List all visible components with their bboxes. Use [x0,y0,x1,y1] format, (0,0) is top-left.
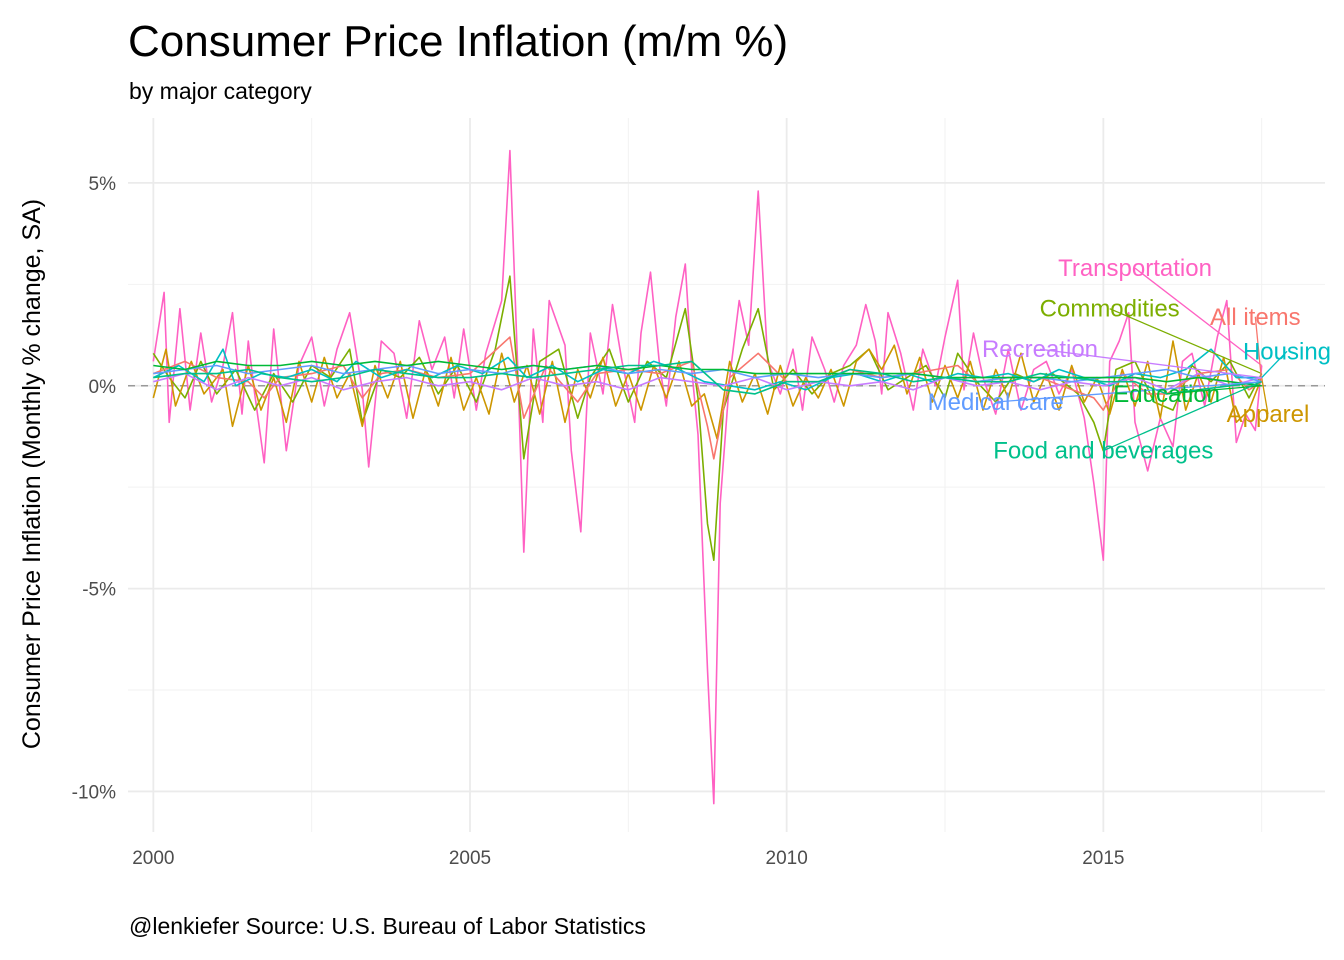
label-leader-apparel [1261,377,1269,415]
series-label-all-items: All items [1210,304,1301,331]
label-leader-recreation [1039,348,1262,379]
x-tick-label: 2015 [1082,848,1124,869]
series-label-commodities: Commodities [1040,296,1180,323]
label-leader-food-and-beverages [1103,381,1262,452]
series-label-education: Education [1113,381,1220,408]
x-tick-label: 2005 [449,848,491,869]
chart-title: Consumer Price Inflation (m/m %) [128,17,788,66]
y-tick-label: -5% [82,580,116,601]
series-label-medical-care: Medical care [928,389,1064,416]
label-leader-transportation [1134,267,1263,366]
series-label-transportation: Transportation [1058,255,1212,282]
axis-ticks: 2000 2005 2010 2015 5% 0% -5% -10% [72,174,1125,869]
series-line-food-and-beverages [153,360,1262,395]
x-tick-label: 2010 [766,848,808,869]
series-label-food-and-beverages: Food and beverages [993,438,1213,465]
chart-subtitle: by major category [129,78,312,104]
label-leader-commodities [1109,308,1262,375]
grid [128,118,1325,832]
series-line-apparel [152,340,1263,440]
series-lines [152,149,1263,805]
series-line-transportation [152,149,1263,805]
y-axis-label: Consumer Price Inflation (Monthly % chan… [18,199,46,749]
series-labels: Transportation Commodities Apparel All item… [928,255,1331,465]
series-line-recreation [153,372,1262,391]
label-leader-medical-care [995,381,1262,403]
y-tick-label: -10% [72,782,116,803]
series-label-recreation: Recreation [982,336,1098,363]
label-leader-all-items [1254,316,1263,382]
series-label-housing: Housing [1243,338,1331,365]
label-leader-education [1166,385,1262,395]
series-label-apparel: Apparel [1227,401,1310,428]
series-line-medical-care [153,364,1262,383]
label-leader-housing [1261,350,1288,379]
y-tick-label: 5% [89,174,117,195]
x-tick-label: 2000 [132,848,174,869]
chart-caption: @lenkiefer Source: U.S. Bureau of Labor … [129,913,646,939]
series-line-commodities [152,275,1263,561]
series-line-housing [152,348,1262,391]
y-tick-label: 0% [89,377,117,398]
